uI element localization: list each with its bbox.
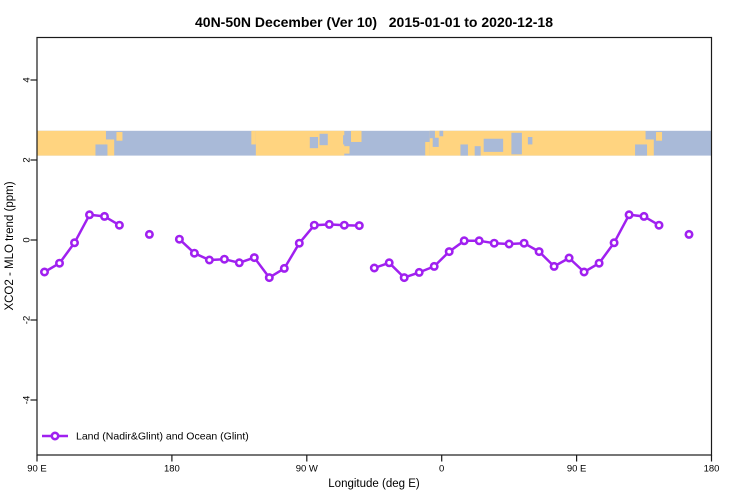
data-point <box>114 220 124 230</box>
data-point <box>279 263 289 273</box>
x-tick-label: 180 <box>164 464 180 475</box>
data-point <box>399 273 409 283</box>
data-point <box>100 211 110 221</box>
legend: Land (Nadir&Glint) and Ocean (Glint) <box>42 431 249 443</box>
data-point <box>609 238 619 248</box>
data-point <box>429 261 439 271</box>
data-point <box>70 238 80 248</box>
data-point <box>519 238 529 248</box>
world-map-band <box>37 130 712 156</box>
data-point <box>54 258 64 268</box>
data-point <box>414 267 424 277</box>
map-water <box>474 146 481 156</box>
data-point <box>489 238 499 248</box>
series-line <box>178 223 361 279</box>
data-point <box>249 253 259 263</box>
map-land <box>343 146 350 154</box>
y-tick-label: 0 <box>22 237 33 242</box>
map-water <box>319 133 328 146</box>
data-point <box>639 211 649 221</box>
data-point <box>504 239 514 249</box>
map-land <box>255 130 345 156</box>
data-point <box>459 236 469 246</box>
map-water <box>432 137 439 147</box>
data-point <box>594 258 604 268</box>
x-axis-title: Longitude (deg E) <box>328 478 420 490</box>
data-point <box>234 258 244 268</box>
y-axis-title: XCO2 - MLO trend (ppm) <box>4 181 16 310</box>
data-point <box>354 221 364 231</box>
data-point <box>204 255 214 265</box>
map-land <box>37 130 106 156</box>
data-point <box>324 219 334 229</box>
data-point <box>189 248 199 258</box>
data-point <box>474 236 484 246</box>
map-water <box>527 137 533 145</box>
data-point <box>534 247 544 257</box>
data-point <box>309 220 319 230</box>
data-point <box>144 229 154 239</box>
data-point <box>579 267 589 277</box>
data-point <box>264 273 274 283</box>
x-tick-label: 180 <box>704 464 720 475</box>
data-point <box>39 267 49 277</box>
y-axis: 4 2 0 -2 -4 <box>22 77 37 404</box>
map-water <box>429 130 435 139</box>
map-water <box>439 130 444 137</box>
y-tick-label: -4 <box>22 396 33 404</box>
map-water <box>511 132 522 155</box>
map-land <box>105 139 115 156</box>
map-land <box>351 130 362 142</box>
data-point <box>654 220 664 230</box>
map-land <box>425 141 430 156</box>
data-point <box>564 253 574 263</box>
x-tick-label: 0 <box>439 464 444 475</box>
y-tick-label: 2 <box>22 157 33 162</box>
data-point <box>85 210 95 220</box>
x-tick-label: 90 E <box>567 464 587 475</box>
map-land <box>116 132 123 141</box>
map-water <box>460 144 468 156</box>
legend-marker-icon <box>50 431 60 441</box>
map-water <box>635 144 648 156</box>
data-point <box>339 220 349 230</box>
data-point <box>219 254 229 264</box>
data-point <box>174 234 184 244</box>
chart-title: 40N-50N December (Ver 10) 2015-01-01 to … <box>195 14 553 30</box>
data-point <box>444 247 454 257</box>
map-land <box>645 139 654 156</box>
data-point <box>384 258 394 268</box>
map-water <box>309 137 319 149</box>
data-point <box>624 210 634 220</box>
legend-label: Land (Nadir&Glint) and Ocean (Glint) <box>76 431 249 443</box>
map-water <box>95 144 108 156</box>
map-water <box>343 135 351 145</box>
data-series <box>39 210 694 283</box>
data-point <box>369 263 379 273</box>
x-tick-label: 90 E <box>27 464 47 475</box>
data-point <box>549 261 559 271</box>
data-point <box>684 229 694 239</box>
x-axis: 90 E 180 90 W 0 90 E 180 <box>27 455 719 475</box>
x-tick-label: 90 W <box>296 464 318 475</box>
map-land <box>251 130 256 145</box>
plot-border <box>36 36 713 456</box>
y-tick-label: 4 <box>22 77 33 82</box>
map-land <box>656 132 663 141</box>
map-water <box>483 138 504 152</box>
y-tick-label: -2 <box>22 316 33 324</box>
data-point <box>294 238 304 248</box>
